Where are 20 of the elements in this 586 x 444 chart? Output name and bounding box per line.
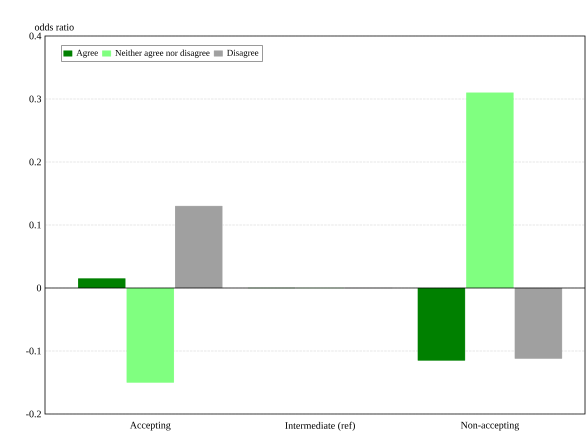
- y-tick-label: 0: [36, 284, 42, 292]
- bar: [78, 278, 126, 288]
- y-tick-label: 0.1: [29, 222, 41, 228]
- bar: [514, 288, 562, 359]
- y-tick-label: 0.2: [29, 158, 41, 166]
- bar: [466, 92, 514, 288]
- legend-label: Agree: [76, 50, 98, 58]
- bar: [175, 206, 222, 288]
- y-tick-label: -0.2: [26, 410, 41, 418]
- x-tick-label: Non-accepting: [460, 422, 520, 431]
- y-tick-label: 0.4: [29, 32, 42, 40]
- bar: [418, 288, 466, 361]
- x-tick-label: Intermediate (ref): [285, 422, 355, 431]
- y-tick-label: 0.3: [29, 96, 42, 102]
- y-axis-title: odds ratio: [34, 23, 74, 30]
- legend-label: Disagree: [227, 50, 258, 58]
- legend-label: Neither agree nor disagree: [115, 50, 210, 58]
- y-tick-label: -0.1: [26, 348, 41, 354]
- bar: [126, 288, 174, 383]
- x-tick-label: Accepting: [130, 422, 171, 431]
